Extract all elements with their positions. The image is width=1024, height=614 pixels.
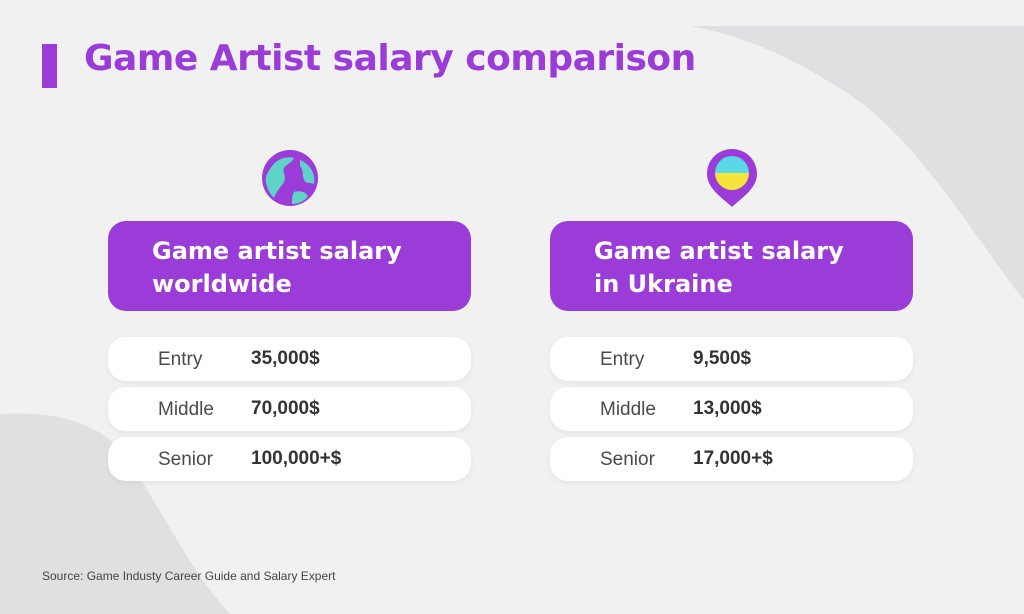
globe-icon xyxy=(262,150,318,206)
row-level-label: Middle xyxy=(600,399,656,420)
worldwide-card-header: Game artist salary worldwide xyxy=(108,221,471,311)
ukraine-card-header: Game artist salary in Ukraine xyxy=(550,221,913,311)
ukraine-header-line1: Game artist salary xyxy=(594,237,844,265)
row-level-label: Senior xyxy=(158,449,213,470)
ukraine-location-pin-icon xyxy=(707,149,757,207)
ukraine-row-senior: Senior 17,000+$ xyxy=(550,437,913,481)
row-level-label: Entry xyxy=(600,349,645,370)
ukraine-row-middle: Middle 13,000$ xyxy=(550,387,913,431)
ukraine-header-line2: in Ukraine xyxy=(594,270,733,298)
worldwide-header-line2: worldwide xyxy=(152,270,292,298)
row-salary-value: 13,000$ xyxy=(693,398,762,419)
row-level-label: Entry xyxy=(158,349,203,370)
row-level-label: Middle xyxy=(158,399,214,420)
row-salary-value: 35,000$ xyxy=(251,348,320,369)
worldwide-row-middle: Middle 70,000$ xyxy=(108,387,471,431)
title-accent-bar xyxy=(42,44,57,88)
row-salary-value: 9,500$ xyxy=(693,348,752,369)
source-note: Source: Game Industy Career Guide and Sa… xyxy=(42,569,336,583)
worldwide-header-line1: Game artist salary xyxy=(152,237,402,265)
row-salary-value: 17,000+$ xyxy=(693,448,773,469)
worldwide-row-senior: Senior 100,000+$ xyxy=(108,437,471,481)
row-salary-value: 100,000+$ xyxy=(251,448,342,469)
row-salary-value: 70,000$ xyxy=(251,398,320,419)
page-title: Game Artist salary comparison xyxy=(84,38,696,79)
ukraine-row-entry: Entry 9,500$ xyxy=(550,337,913,381)
row-level-label: Senior xyxy=(600,449,655,470)
worldwide-row-entry: Entry 35,000$ xyxy=(108,337,471,381)
